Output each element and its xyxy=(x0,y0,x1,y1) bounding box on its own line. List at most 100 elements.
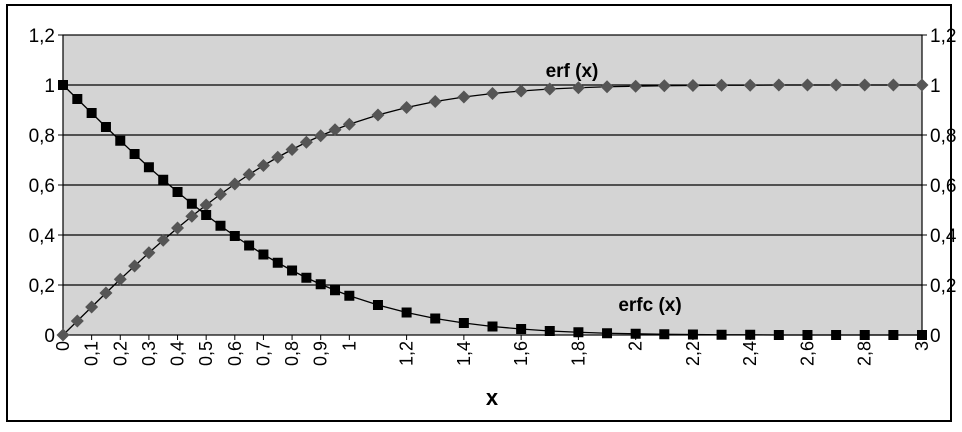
erf-point xyxy=(457,90,471,104)
erf-point xyxy=(915,78,929,92)
x-tick-label: 0,6 xyxy=(225,341,245,366)
erf-point xyxy=(271,150,285,164)
erf-point xyxy=(772,78,786,92)
erf-point xyxy=(486,87,499,100)
erf-point xyxy=(715,78,729,92)
erfc-point xyxy=(258,249,269,260)
erfc-point xyxy=(129,149,140,159)
erfc-point xyxy=(201,210,212,220)
x-tick-label: 0 xyxy=(53,341,73,351)
erfc-point xyxy=(831,330,842,340)
erfc-point xyxy=(344,290,355,301)
x-tick-label: 0,2 xyxy=(110,341,130,366)
erf-point xyxy=(228,177,242,191)
erf-point xyxy=(171,221,185,235)
erf-point xyxy=(686,79,700,92)
erfc-point xyxy=(186,198,197,209)
erfc-point xyxy=(917,330,927,340)
erfc-point xyxy=(687,329,698,340)
erf-point xyxy=(299,135,313,149)
x-tick-label: 0,7 xyxy=(253,341,273,366)
x-tick-label: 1,8 xyxy=(568,341,588,366)
x-tick-label: 1 xyxy=(339,341,359,351)
y-tick-label-left: 0 xyxy=(44,326,55,347)
erf-point xyxy=(657,79,671,93)
erf-point xyxy=(128,259,142,273)
erf-point xyxy=(571,81,585,95)
x-tick-label: 0,5 xyxy=(196,341,216,366)
erf-point xyxy=(56,328,70,342)
erf-point xyxy=(886,78,900,92)
y-tick-label-right: 0,6 xyxy=(930,176,956,197)
y-tick-label-left: 0,4 xyxy=(29,226,56,247)
erf-point xyxy=(328,123,342,137)
erf-point xyxy=(629,79,643,93)
x-tick-label: 2,4 xyxy=(740,341,760,366)
erf-point xyxy=(242,168,256,181)
x-tick-label: 2 xyxy=(626,341,646,351)
erfc-point xyxy=(630,328,641,339)
y-tick-label-left: 1 xyxy=(44,76,55,97)
erf-point xyxy=(342,117,356,131)
erf-point xyxy=(85,300,99,314)
erf-point xyxy=(213,187,227,201)
x-tick-label: 3 xyxy=(912,341,932,351)
erfc-point xyxy=(458,318,469,328)
erf-point xyxy=(600,80,614,94)
erfc-point xyxy=(745,329,756,340)
erf-point xyxy=(185,209,199,223)
x-tick-label: 0,9 xyxy=(311,341,331,366)
erf-point xyxy=(99,286,113,300)
y-tick-label-left: 0,6 xyxy=(29,176,55,197)
x-tick-label: 2,6 xyxy=(797,341,817,366)
erfc-point xyxy=(58,80,68,90)
y-tick-label-right: 0,4 xyxy=(930,226,957,247)
erfc-point xyxy=(773,330,784,340)
x-axis-label: x xyxy=(486,385,499,410)
erfc-point xyxy=(401,307,412,318)
erfc-point xyxy=(330,285,341,296)
erf-point xyxy=(256,159,270,172)
erf-point xyxy=(199,198,213,212)
erfc-point xyxy=(516,324,527,334)
erf-point xyxy=(70,314,84,328)
x-tick-label: 0,8 xyxy=(282,341,302,366)
y-tick-label-right: 1,2 xyxy=(930,26,956,47)
erfc-point xyxy=(229,231,240,241)
series-label-erfc: erfc (x) xyxy=(618,295,681,316)
erf-point xyxy=(371,108,385,122)
erfc-point xyxy=(172,187,183,197)
x-tick-label: 1,6 xyxy=(511,341,531,366)
series-label-erf: erf (x) xyxy=(546,61,599,82)
y-tick-label-left: 0,2 xyxy=(29,276,55,297)
y-tick-label-left: 1,2 xyxy=(29,26,55,47)
erf-point xyxy=(829,78,843,92)
erfc-point xyxy=(573,327,584,338)
erf-point xyxy=(156,233,170,247)
erfc-point xyxy=(72,94,83,104)
erfc-point xyxy=(487,321,498,332)
erf-point xyxy=(514,84,528,98)
erfc-point xyxy=(115,135,126,146)
erf-point xyxy=(113,272,127,286)
y-tick-label-right: 0 xyxy=(930,326,941,347)
y-tick-label-right: 0,2 xyxy=(930,276,956,297)
y-tick-label-right: 0,8 xyxy=(930,126,956,147)
x-tick-label: 2,2 xyxy=(683,341,703,366)
erf-point xyxy=(314,129,328,143)
erfc-point xyxy=(272,257,283,268)
y-tick-label-left: 0,8 xyxy=(29,126,55,147)
erfc-point xyxy=(544,326,555,336)
erfc-point xyxy=(301,272,312,283)
erfc-point xyxy=(158,174,169,185)
erfc-point xyxy=(602,328,613,339)
erfc-point xyxy=(888,330,899,340)
erfc-point xyxy=(372,300,383,310)
erfc-point xyxy=(802,330,813,340)
x-tick-label: 2,8 xyxy=(855,341,875,366)
erf-point xyxy=(428,95,442,108)
x-tick-label: 1,2 xyxy=(397,341,417,366)
x-tick-label: 1,4 xyxy=(454,341,474,366)
erf-point xyxy=(285,143,299,156)
